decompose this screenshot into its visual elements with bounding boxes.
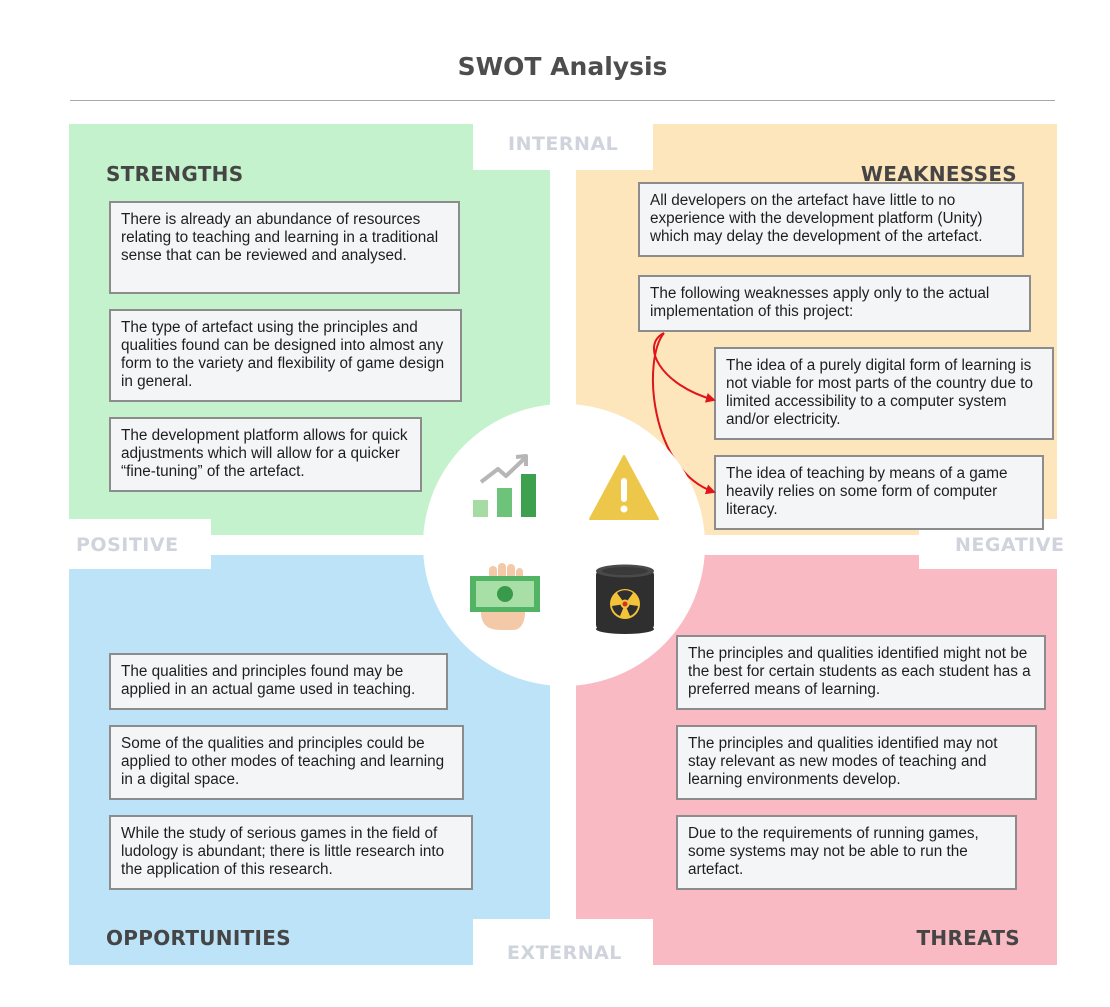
radioactive-barrel-icon bbox=[596, 564, 654, 634]
page-title: SWOT Analysis bbox=[457, 52, 668, 81]
strength-item: There is already an abundance of resourc… bbox=[109, 201, 460, 294]
weakness-subitem: The idea of a purely digital form of lea… bbox=[714, 347, 1054, 440]
opportunity-item: The qualities and principles found may b… bbox=[109, 653, 448, 710]
threat-item: Due to the requirements of running games… bbox=[676, 815, 1017, 890]
positive-axis-label: POSITIVE bbox=[76, 534, 179, 556]
strength-item: The type of artefact using the principle… bbox=[109, 309, 462, 402]
opportunity-item: While the study of serious games in the … bbox=[109, 815, 473, 890]
title-divider bbox=[70, 100, 1055, 101]
opportunity-item: Some of the qualities and principles cou… bbox=[109, 725, 464, 800]
negative-axis-label: NEGATIVE bbox=[955, 534, 1065, 556]
positive-label-notch bbox=[69, 519, 211, 569]
weakness-subitem: The idea of teaching by means of a game … bbox=[714, 455, 1044, 530]
strengths-heading: STRENGTHS bbox=[106, 162, 244, 186]
threat-item: The principles and qualities identified … bbox=[676, 725, 1037, 800]
strength-item: The development platform allows for quic… bbox=[109, 417, 422, 492]
connector-arrow-2 bbox=[651, 332, 716, 495]
external-label-notch bbox=[473, 919, 653, 965]
connector-arrow-1 bbox=[653, 332, 716, 403]
center-circle bbox=[423, 404, 705, 686]
threat-item: The principles and qualities identified … bbox=[676, 635, 1046, 710]
growth-chart-icon bbox=[473, 454, 536, 517]
external-axis-label: EXTERNAL bbox=[507, 942, 622, 964]
threats-heading: THREATS bbox=[916, 926, 1020, 950]
internal-label-notch bbox=[473, 124, 653, 170]
weakness-item: The following weaknesses apply only to t… bbox=[638, 275, 1031, 332]
money-hand-icon bbox=[470, 563, 540, 630]
opportunities-heading: OPPORTUNITIES bbox=[106, 926, 291, 950]
warning-icon bbox=[589, 455, 659, 520]
weakness-item: All developers on the artefact have litt… bbox=[638, 182, 1024, 257]
internal-axis-label: INTERNAL bbox=[508, 133, 619, 155]
